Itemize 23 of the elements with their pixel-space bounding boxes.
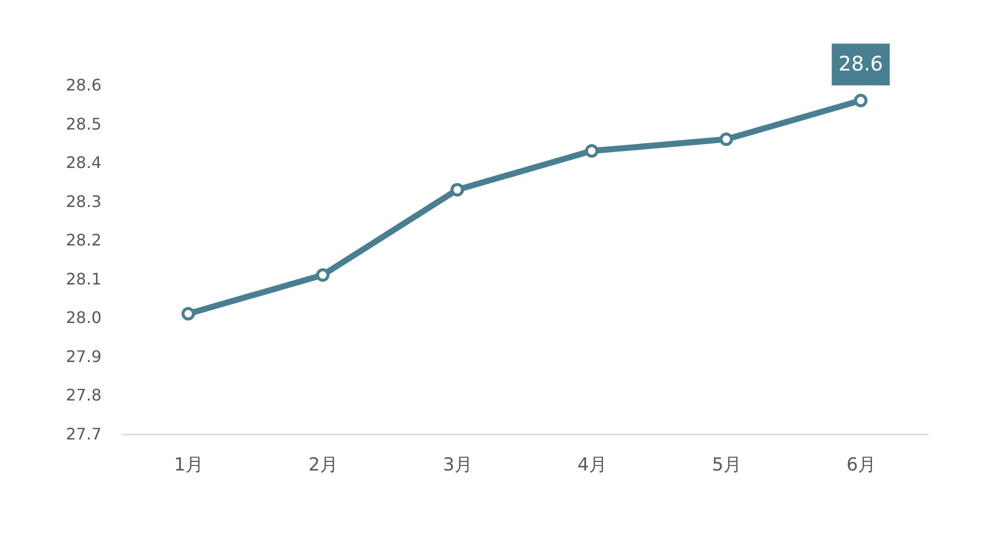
y-tick-label: 27.9 bbox=[66, 346, 102, 366]
x-tick-label: 3月 bbox=[443, 454, 472, 476]
point bbox=[585, 144, 598, 158]
y-tick-label: 28.6 bbox=[66, 76, 102, 94]
y-tick-label: 28.1 bbox=[66, 269, 102, 288]
point bbox=[316, 268, 330, 282]
data-label: 28.6 bbox=[838, 52, 884, 76]
point bbox=[854, 94, 868, 108]
y-tick-label: 27.8 bbox=[66, 386, 102, 405]
x-tick-label: 6月 bbox=[846, 454, 876, 476]
y-tick-label: 28.5 bbox=[66, 114, 102, 134]
y-tick-label: 27.7 bbox=[66, 424, 102, 444]
x-tick-label: 4月 bbox=[578, 454, 607, 476]
x-tick-label: 1月 bbox=[174, 454, 204, 476]
y-tick-label: 28.0 bbox=[66, 308, 102, 328]
point bbox=[450, 182, 464, 196]
y-tick-label: 28.4 bbox=[66, 153, 102, 172]
x-tick-label: 5月 bbox=[712, 454, 742, 476]
point bbox=[182, 307, 195, 321]
x-tick-label: 2月 bbox=[308, 454, 338, 476]
point bbox=[720, 132, 733, 146]
y-tick-label: 28.3 bbox=[66, 192, 102, 211]
y-tick-label: 28.2 bbox=[66, 230, 102, 250]
